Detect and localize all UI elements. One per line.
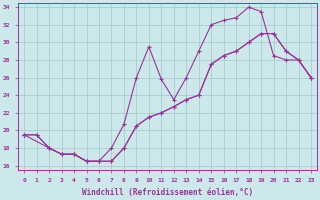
X-axis label: Windchill (Refroidissement éolien,°C): Windchill (Refroidissement éolien,°C) xyxy=(82,188,253,197)
